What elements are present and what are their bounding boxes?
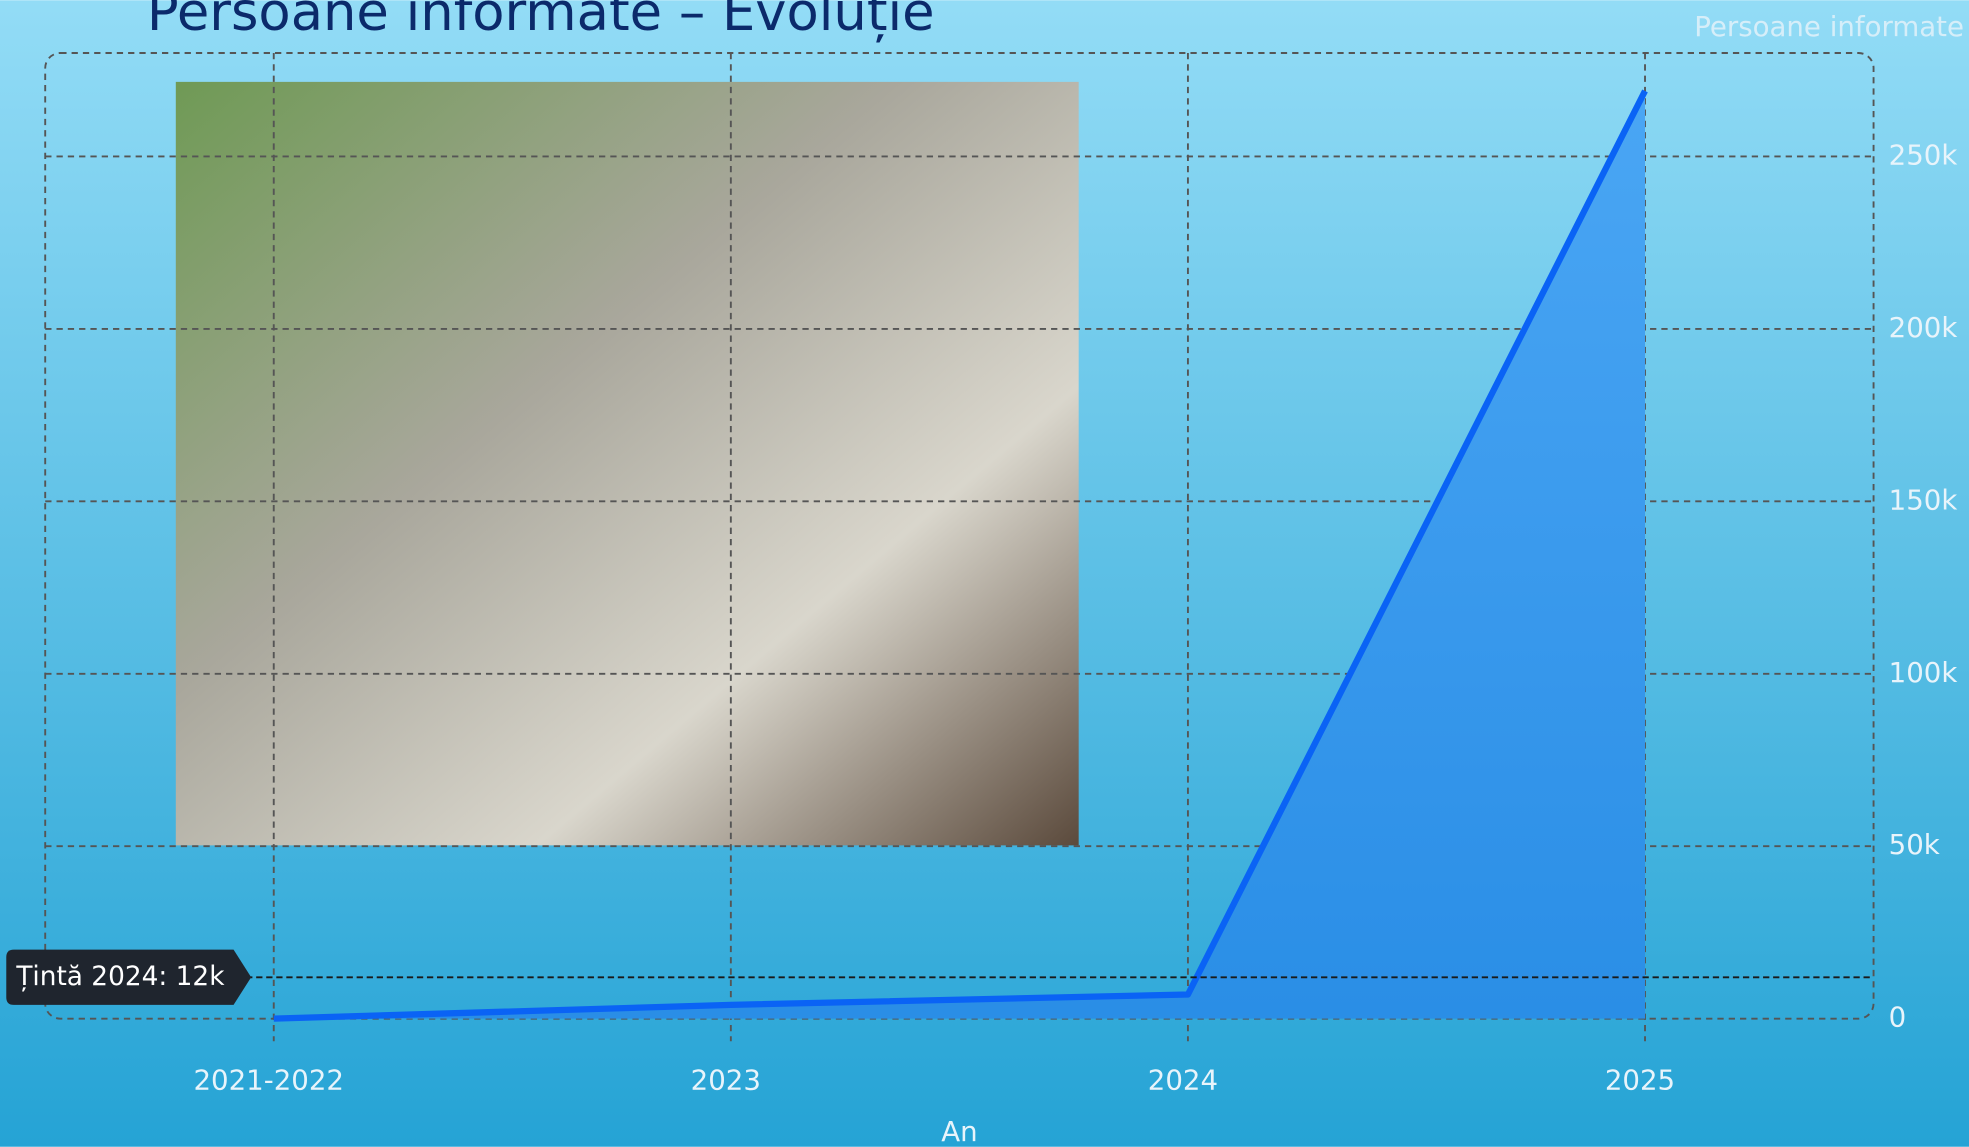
x-tick-label: 2024 — [1148, 1063, 1218, 1096]
photo — [176, 82, 1079, 845]
y-tick-label: 250k — [1889, 138, 1958, 171]
chart: Persoane informate – Evoluție Persoane i… — [0, 0, 1969, 1147]
x-tick-label: 2025 — [1605, 1063, 1675, 1096]
x-axis-title: An — [941, 1115, 977, 1147]
y-tick-label: 0 — [1889, 1001, 1907, 1034]
x-tick-label: 2021-2022 — [193, 1063, 344, 1096]
y-axis-title: Persoane informate — [1694, 10, 1964, 43]
x-tick-label: 2023 — [691, 1063, 761, 1096]
y-tick-label: 100k — [1889, 656, 1958, 689]
target-label: Țintă 2024: 12k — [15, 962, 225, 992]
y-tick-label: 150k — [1889, 483, 1958, 516]
y-tick-label: 200k — [1889, 311, 1958, 344]
y-tick-label: 50k — [1889, 828, 1940, 861]
chart-title: Persoane informate – Evoluție — [147, 0, 935, 43]
